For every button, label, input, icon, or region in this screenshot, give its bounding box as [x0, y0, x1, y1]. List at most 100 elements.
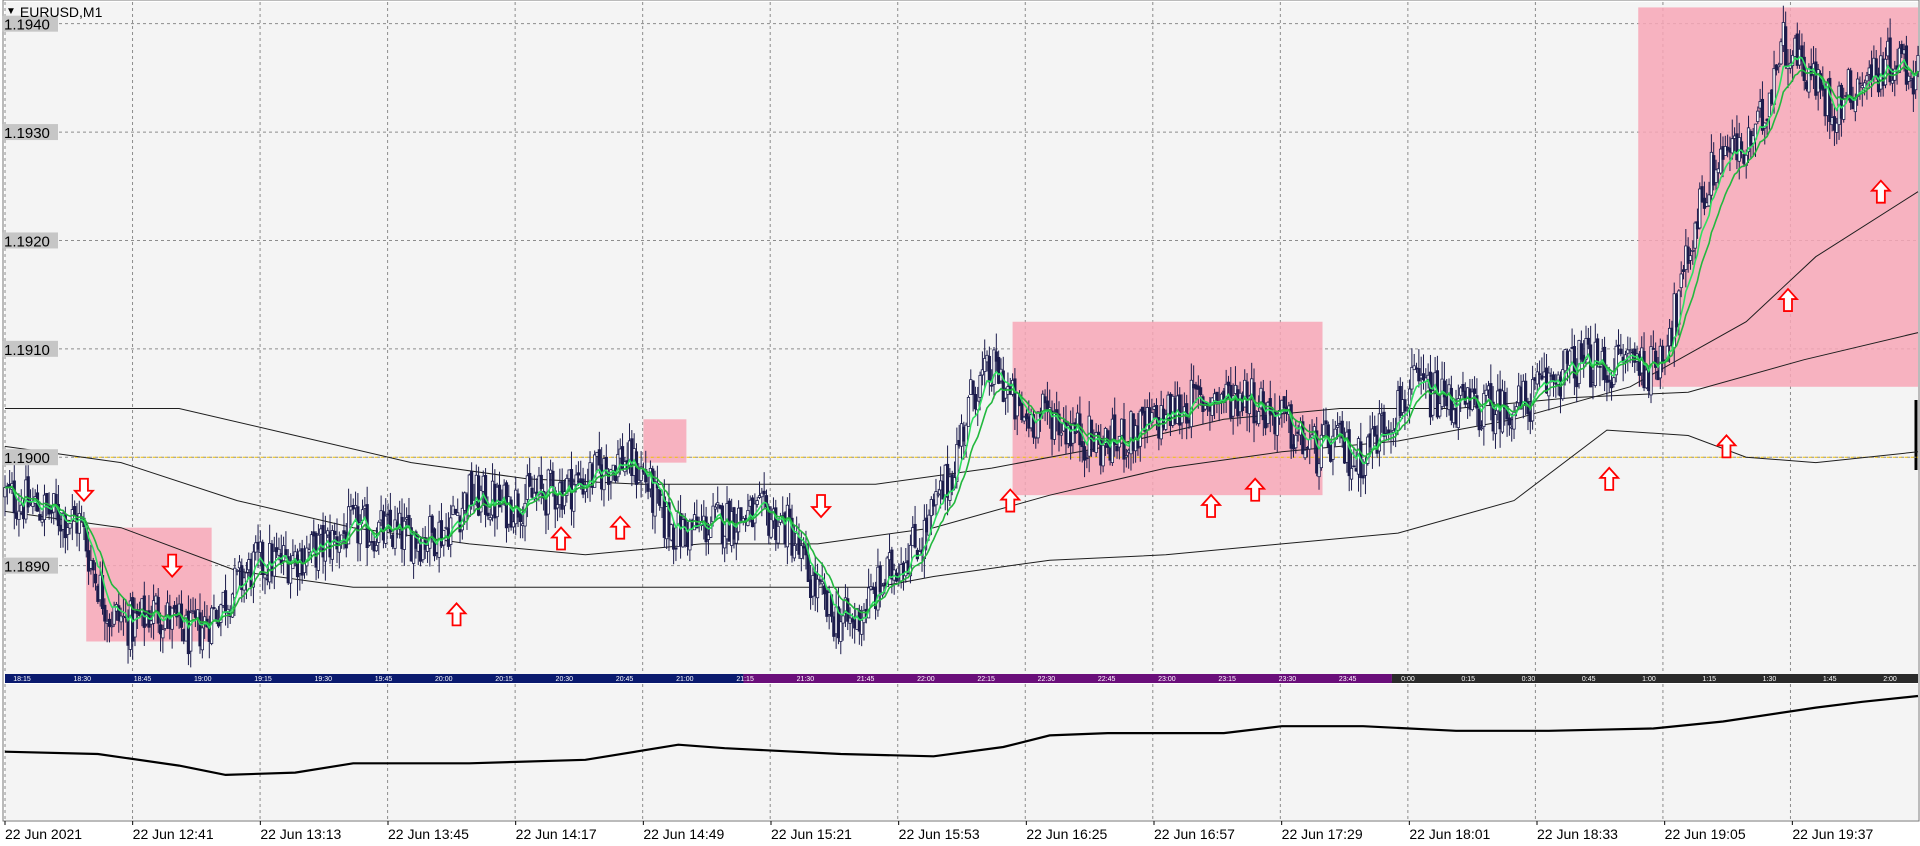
candle	[1017, 390, 1022, 407]
session-tick-label: 18:15	[13, 676, 31, 683]
session-segment	[5, 674, 744, 683]
highlight-zone	[643, 419, 687, 463]
candle	[1614, 339, 1618, 383]
candle	[1612, 358, 1616, 388]
candle	[1849, 67, 1853, 110]
candle	[966, 395, 971, 427]
session-tick-label: 23:30	[1279, 676, 1297, 683]
candle	[1654, 342, 1658, 380]
session-tick-label: 1:00	[1642, 676, 1656, 683]
candle	[555, 494, 560, 522]
time-label: 22 Jun 14:17	[516, 826, 597, 842]
candle	[839, 608, 843, 655]
session-tick-label: 19:15	[254, 676, 272, 683]
chart-border	[2, 0, 1920, 822]
candle	[38, 501, 42, 521]
time-label: 22 Jun 18:33	[1537, 826, 1618, 842]
symbol-label: EURUSD,M1	[19, 4, 103, 20]
time-label: 22 Jun 18:01	[1409, 826, 1490, 842]
candle	[776, 518, 780, 549]
down-arrow-icon	[161, 553, 184, 578]
time-label: 22 Jun 19:37	[1792, 826, 1873, 842]
candle	[358, 514, 362, 562]
session-tick-label: 23:45	[1339, 676, 1357, 683]
candle	[723, 535, 727, 563]
candle	[1681, 264, 1686, 280]
candle	[1874, 50, 1878, 80]
candle	[976, 386, 980, 426]
envelope-line	[5, 332, 1919, 485]
session-tick-label: 22:15	[977, 676, 995, 683]
signal-arrows	[72, 179, 1892, 627]
candle	[107, 613, 112, 643]
candle	[1579, 330, 1583, 362]
session-tick-label: 0:30	[1522, 676, 1536, 683]
candle	[1391, 418, 1395, 446]
candle	[161, 624, 165, 654]
candle	[1082, 440, 1087, 478]
candle	[672, 519, 676, 565]
candle	[156, 588, 160, 633]
candle	[216, 605, 221, 629]
candle	[880, 582, 885, 598]
triangle-down-icon[interactable]: ▼	[6, 6, 16, 17]
candle	[1707, 181, 1711, 207]
price-label: 1.1890	[4, 559, 50, 576]
candle	[117, 592, 121, 633]
candle	[572, 478, 576, 528]
price-label: 1.1910	[4, 342, 50, 359]
candle	[1319, 423, 1323, 471]
candle	[1438, 394, 1442, 419]
candle	[1178, 387, 1182, 435]
session-tick-label: 1:15	[1702, 676, 1716, 683]
candle	[1377, 400, 1381, 467]
candle	[1489, 364, 1493, 421]
candle	[639, 451, 643, 498]
candle	[444, 513, 448, 531]
candle	[1700, 175, 1704, 203]
up-arrow-icon	[1598, 466, 1621, 491]
up-arrow-icon	[550, 526, 573, 551]
candle	[1322, 408, 1326, 438]
candle	[1686, 237, 1690, 273]
up-arrow-icon	[999, 488, 1022, 513]
candle	[367, 527, 372, 547]
candle	[1503, 380, 1507, 426]
candle	[815, 563, 820, 613]
symbol-title[interactable]: ▼ EURUSD,M1	[6, 4, 102, 20]
candle	[1472, 376, 1477, 406]
up-arrow-icon	[1244, 477, 1267, 502]
candle	[1679, 261, 1683, 298]
candle	[604, 444, 608, 475]
candle	[653, 470, 657, 534]
down-arrow-icon	[810, 494, 833, 519]
candle	[200, 609, 204, 659]
session-tick-label: 19:45	[375, 676, 393, 683]
time-label: 22 Jun 2021	[5, 826, 82, 842]
main-plot-area[interactable]	[5, 2, 1918, 674]
candle	[374, 527, 379, 552]
candle	[913, 505, 917, 549]
candle	[518, 509, 522, 539]
candle	[1537, 360, 1542, 390]
candle	[1540, 357, 1544, 381]
candle	[704, 506, 708, 556]
candle	[525, 464, 529, 518]
session-tick-label: 20:30	[556, 676, 574, 683]
candle	[1598, 362, 1602, 387]
candle	[1714, 159, 1718, 193]
candle	[681, 513, 685, 548]
candle	[716, 486, 720, 513]
candle	[1043, 389, 1047, 422]
candle	[235, 569, 239, 576]
time-label: 22 Jun 14:49	[643, 826, 724, 842]
time-label: 22 Jun 17:29	[1282, 826, 1363, 842]
candle	[1461, 371, 1465, 400]
session-tick-label: 20:45	[616, 676, 634, 683]
up-arrow-icon	[1776, 287, 1800, 312]
candle	[1442, 362, 1446, 408]
candle	[77, 500, 81, 552]
candle	[936, 488, 940, 498]
